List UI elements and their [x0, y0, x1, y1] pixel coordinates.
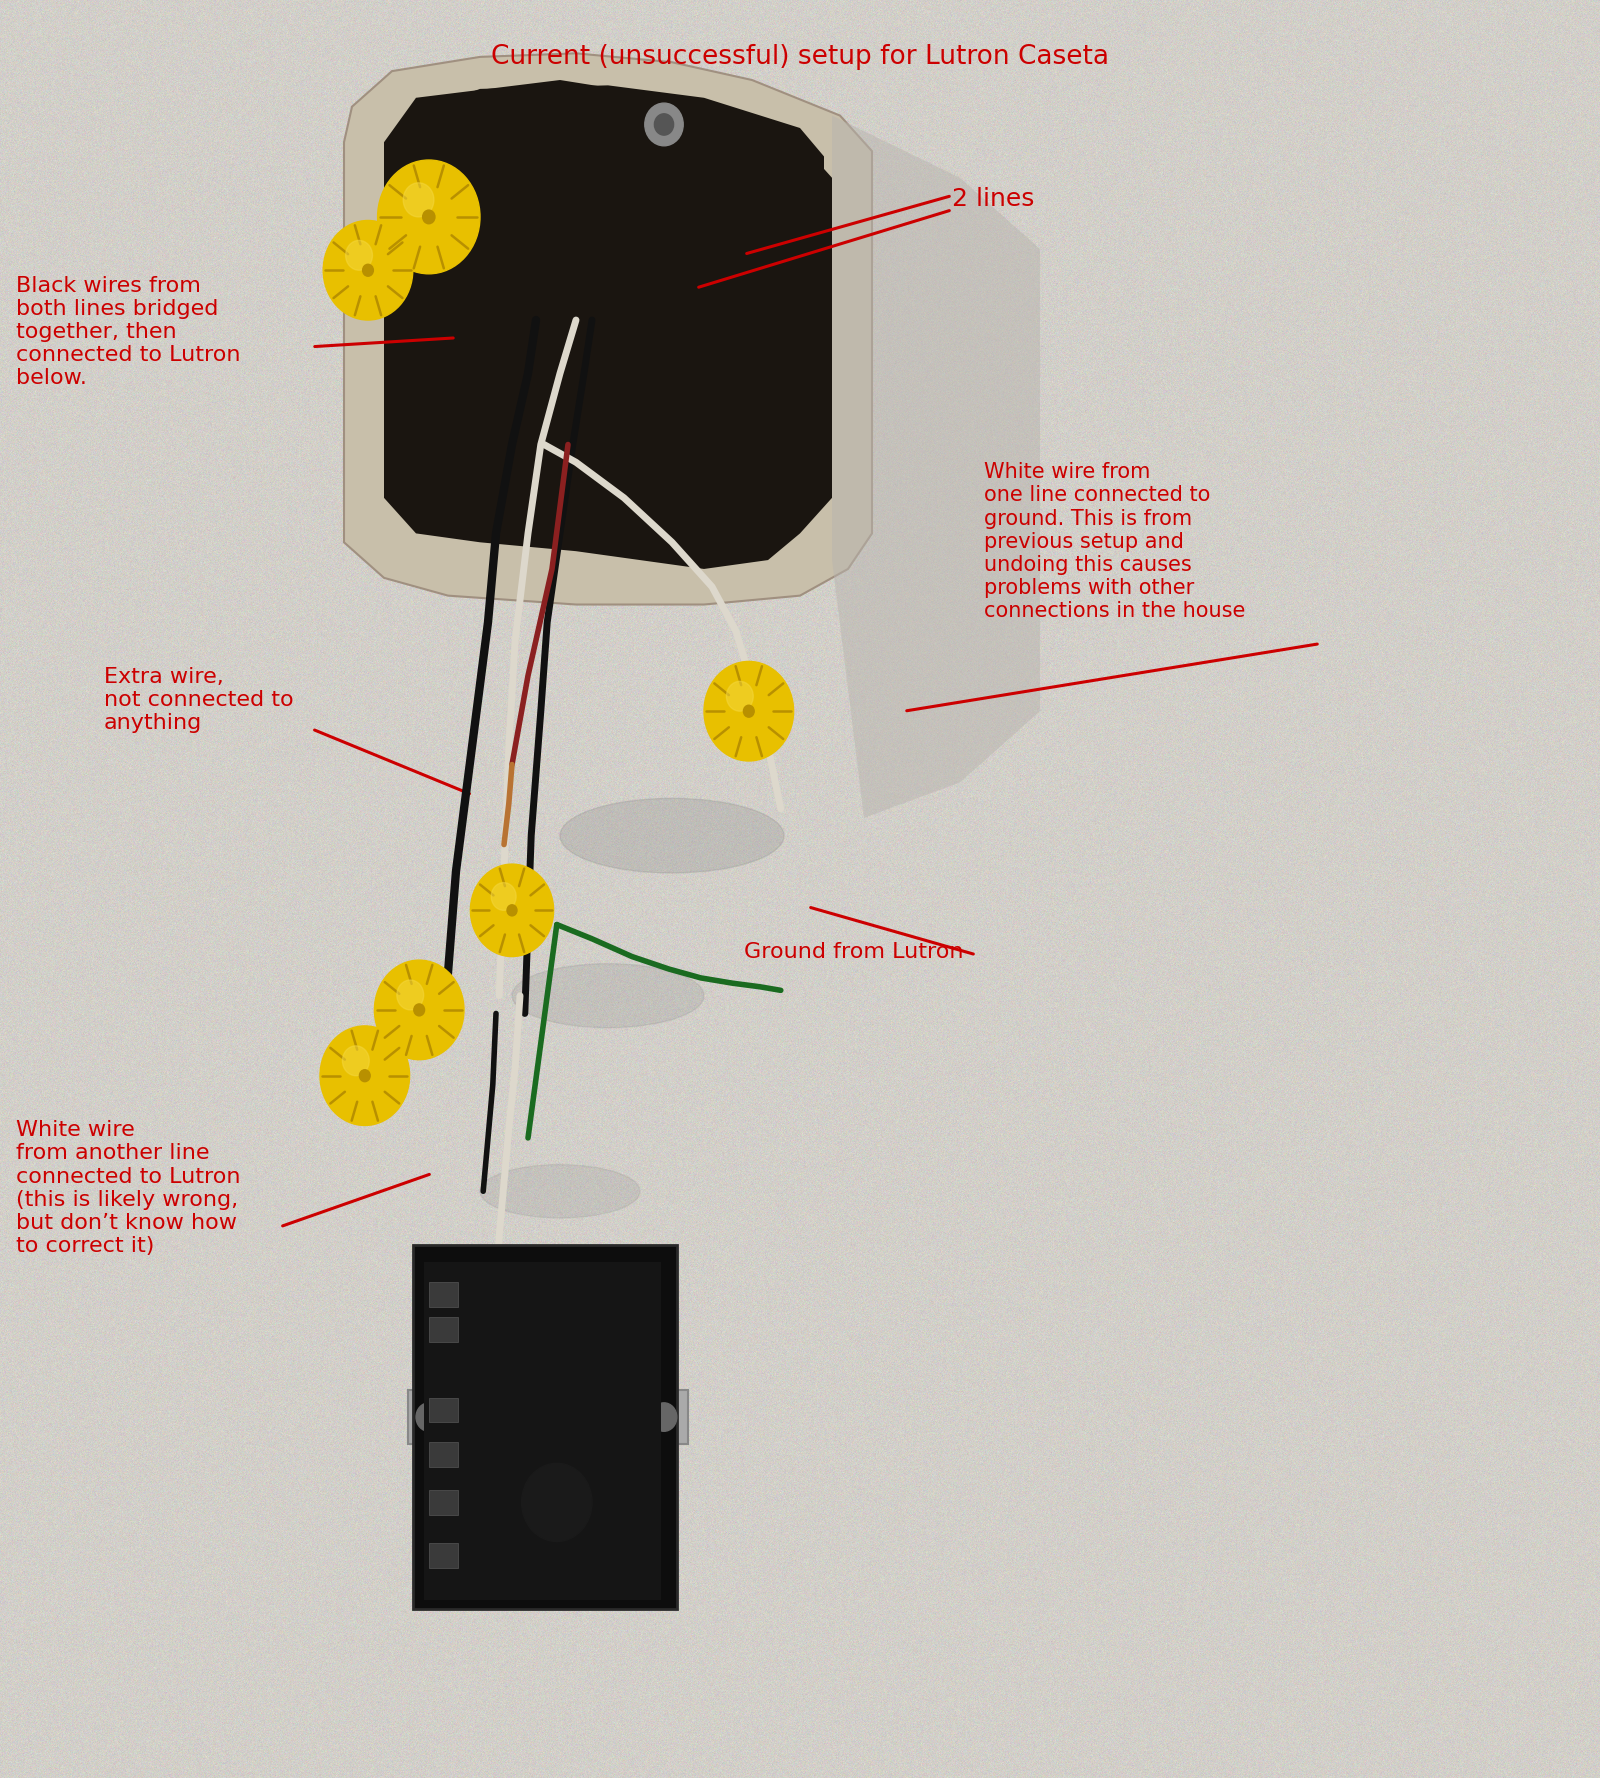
- Polygon shape: [832, 116, 1040, 818]
- Circle shape: [342, 1045, 370, 1076]
- Bar: [429, 1398, 458, 1422]
- Circle shape: [360, 1070, 370, 1081]
- Ellipse shape: [480, 1165, 640, 1218]
- Circle shape: [346, 240, 373, 270]
- Polygon shape: [384, 80, 832, 569]
- Circle shape: [363, 265, 373, 276]
- Bar: [408, 1390, 688, 1444]
- Circle shape: [470, 864, 554, 957]
- Polygon shape: [408, 85, 824, 548]
- Circle shape: [422, 210, 435, 224]
- Circle shape: [374, 960, 464, 1060]
- Circle shape: [397, 980, 424, 1010]
- Circle shape: [378, 160, 480, 274]
- Text: Extra wire,
not connected to
anything: Extra wire, not connected to anything: [104, 667, 294, 733]
- Polygon shape: [344, 53, 872, 605]
- Circle shape: [491, 882, 517, 910]
- Circle shape: [651, 1403, 677, 1431]
- Text: White wire
from another line
connected to Lutron
(this is likely wrong,
but don’: White wire from another line connected t…: [16, 1120, 240, 1255]
- Bar: [429, 1442, 458, 1467]
- Bar: [429, 1317, 458, 1342]
- Ellipse shape: [512, 964, 704, 1028]
- Circle shape: [403, 183, 434, 217]
- Circle shape: [704, 661, 794, 761]
- Circle shape: [726, 681, 754, 711]
- Circle shape: [522, 1463, 592, 1542]
- Ellipse shape: [560, 798, 784, 873]
- Circle shape: [414, 1005, 424, 1015]
- Circle shape: [416, 1403, 442, 1431]
- Bar: [429, 1282, 458, 1307]
- Text: 2 lines: 2 lines: [952, 187, 1034, 210]
- Text: White wire from
one line connected to
ground. This is from
previous setup and
un: White wire from one line connected to gr…: [984, 462, 1245, 622]
- Bar: [429, 1543, 458, 1568]
- Bar: [413, 1245, 677, 1609]
- Circle shape: [320, 1026, 410, 1125]
- Text: Black wires from
both lines bridged
together, then
connected to Lutron
below.: Black wires from both lines bridged toge…: [16, 276, 240, 388]
- Circle shape: [744, 706, 754, 717]
- Circle shape: [323, 220, 413, 320]
- Bar: [429, 1490, 458, 1515]
- Text: Ground from Lutron: Ground from Lutron: [744, 942, 963, 962]
- Bar: [424, 1262, 661, 1600]
- Text: Current (unsuccessful) setup for Lutron Caseta: Current (unsuccessful) setup for Lutron …: [491, 44, 1109, 71]
- Circle shape: [507, 905, 517, 916]
- Circle shape: [654, 114, 674, 135]
- Circle shape: [645, 103, 683, 146]
